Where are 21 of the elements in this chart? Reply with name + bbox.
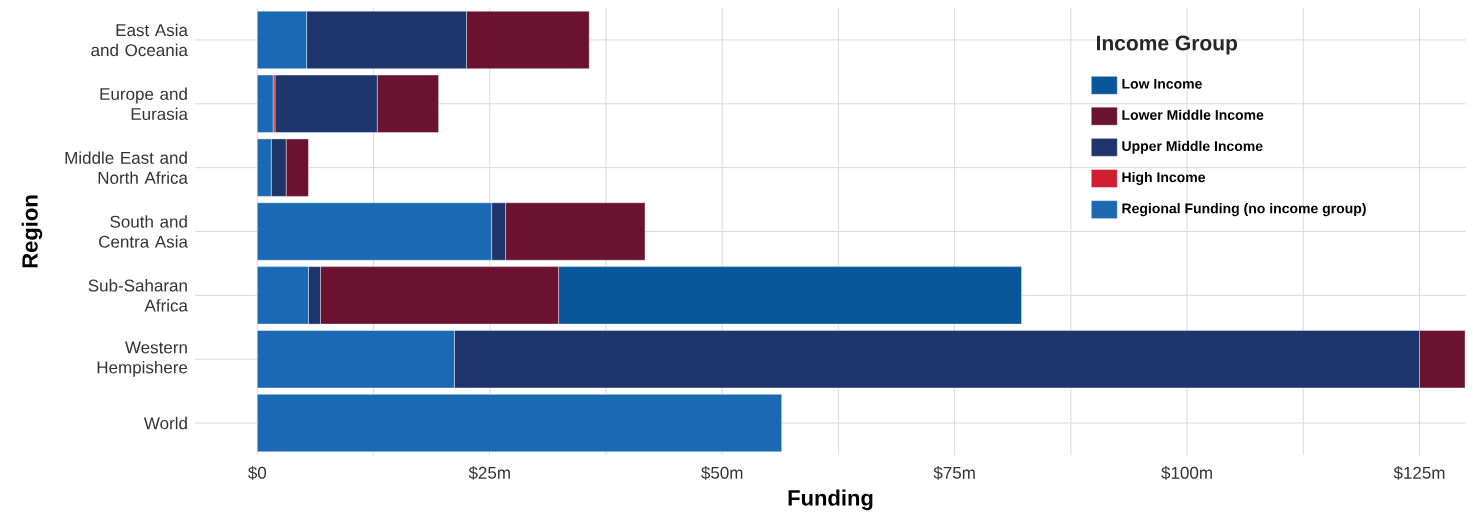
x-tick-label: $100m (1161, 466, 1212, 480)
y-tick-label: Sub-Saharan Africa (88, 279, 188, 312)
x-tick-label: $75m (933, 466, 975, 480)
legend-label: Upper Middle Income (1122, 140, 1263, 154)
legend-label: Regional Funding (no income group) (1122, 203, 1366, 217)
x-tick-label: $0 (248, 466, 267, 480)
legend-title: Income Group (1096, 35, 1238, 55)
y-tick-label: South and Centra Asia (99, 215, 188, 248)
y-tick-label: East Asia and Oceania (91, 23, 188, 57)
x-tick-label: $50m (701, 466, 743, 480)
y-tick-label: World (143, 416, 187, 430)
y-tick-label: Middle East and North Africa (65, 151, 188, 184)
x-axis-title: Funding (788, 489, 873, 511)
legend-label: Lower Middle Income (1122, 109, 1264, 120)
legend-label: High Income (1122, 171, 1206, 186)
y-tick-label: Western Hempishere (97, 341, 188, 377)
x-tick-label: $125m (1393, 466, 1445, 480)
y-axis-title: Region (21, 195, 43, 268)
y-tick-label: Europe and Eurasia (100, 87, 188, 121)
legend-label: Low Income (1122, 78, 1202, 89)
x-tick-label: $25m (468, 466, 510, 480)
